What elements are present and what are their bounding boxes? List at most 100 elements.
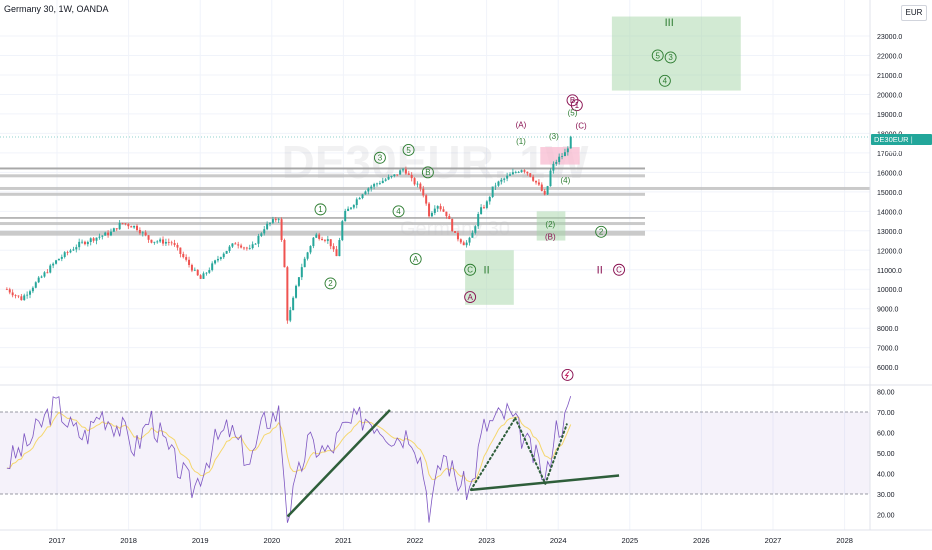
candle-body xyxy=(240,245,243,248)
horizontal-level[interactable] xyxy=(0,222,645,226)
green-zone[interactable] xyxy=(465,250,514,305)
wave-label[interactable]: (C) xyxy=(576,121,587,130)
wave-label[interactable]: (B) xyxy=(545,232,556,241)
candle-body xyxy=(124,223,127,225)
candle-body xyxy=(569,136,572,149)
candle-body xyxy=(92,238,95,241)
wave-label[interactable]: 5 xyxy=(655,51,660,60)
rsi-trendline[interactable] xyxy=(286,409,391,518)
wave-label[interactable]: (A) xyxy=(516,120,527,129)
wave-label[interactable]: A xyxy=(467,293,473,302)
currency-button[interactable]: EUR xyxy=(901,5,927,21)
rsi-axis[interactable]: 20.00 30.00 40.00 50.00 60.00 70.00 80.00 xyxy=(877,390,895,520)
candle-body xyxy=(271,219,274,223)
wave-label[interactable]: 3 xyxy=(378,154,383,163)
candle-body xyxy=(277,219,280,221)
candle-body xyxy=(399,170,402,175)
candle-body xyxy=(422,188,425,196)
candle-body xyxy=(480,207,483,214)
pink-zone[interactable] xyxy=(540,147,580,165)
candle-body xyxy=(216,258,219,261)
candle-body xyxy=(416,183,419,185)
candle-body xyxy=(159,239,162,242)
horizontal-level[interactable] xyxy=(0,230,645,236)
candle-body xyxy=(219,257,222,259)
candle-body xyxy=(162,239,165,244)
lightning-icon xyxy=(564,371,570,379)
horizontal-level[interactable] xyxy=(0,192,645,196)
wave-label[interactable]: 1 xyxy=(575,101,580,110)
candle-body xyxy=(104,232,107,236)
wave-label[interactable]: 4 xyxy=(396,207,401,216)
candle-body xyxy=(312,237,315,247)
wave-label[interactable]: 2 xyxy=(328,279,333,288)
wave-label[interactable]: A xyxy=(413,255,419,264)
rsi-dotted-trendline[interactable] xyxy=(469,417,517,491)
candle-body xyxy=(63,252,66,257)
wave-label[interactable]: 5 xyxy=(406,146,411,155)
candle-body xyxy=(514,172,517,174)
candle-body xyxy=(292,297,295,311)
candle-body xyxy=(130,226,133,228)
candle-body xyxy=(436,206,439,209)
rsi-dotted-trendline[interactable] xyxy=(544,423,568,485)
candle-body xyxy=(309,246,312,253)
rsi-dotted-trendline[interactable] xyxy=(514,417,547,485)
rsi-trendlines[interactable] xyxy=(286,409,620,518)
candle-body xyxy=(497,181,500,186)
wave-label[interactable]: C xyxy=(467,266,473,275)
chart-markers[interactable] xyxy=(561,369,574,381)
wave-label[interactable]: II xyxy=(484,265,490,277)
horizontal-level[interactable] xyxy=(0,174,645,178)
candle-body xyxy=(34,282,37,288)
wave-label[interactable]: B xyxy=(570,96,575,105)
candle-body xyxy=(474,226,477,233)
wave-label[interactable]: 4 xyxy=(663,77,668,86)
price-tick-label: 8000.0 xyxy=(877,326,899,333)
horizontal-level[interactable] xyxy=(0,186,870,190)
candle-body xyxy=(190,264,193,271)
wave-label[interactable]: 2 xyxy=(599,228,604,237)
wave-label[interactable]: (4) xyxy=(560,176,570,185)
wave-label[interactable]: III xyxy=(665,17,674,29)
candle-body xyxy=(214,260,217,264)
zones[interactable] xyxy=(465,16,741,305)
chart-title: Germany 30, 1W, OANDA xyxy=(4,4,109,14)
time-axis[interactable]: 2017 2018 2019 2020 2021 2022 2023 2024 2025 2026… xyxy=(49,536,853,545)
wave-label[interactable]: (1) xyxy=(516,137,526,146)
wave-label[interactable]: (2) xyxy=(545,220,555,229)
candle-body xyxy=(358,198,361,200)
candle-body xyxy=(297,277,300,286)
horizontal-level[interactable] xyxy=(0,167,645,170)
candle-body xyxy=(491,186,494,197)
horizontal-level[interactable] xyxy=(0,217,645,219)
event-marker[interactable] xyxy=(561,369,574,381)
green-zone[interactable] xyxy=(611,16,741,91)
candle-body xyxy=(46,272,49,274)
wave-labels[interactable]: 12345BACAII(A)(1)(3)(4)(2)(B)B1(5)(C)2II… xyxy=(314,17,677,303)
green-zone[interactable] xyxy=(536,211,566,241)
wave-label[interactable]: B xyxy=(425,168,430,177)
candle-body xyxy=(338,240,341,257)
wave-label[interactable]: (5) xyxy=(568,109,578,118)
horizontal-levels[interactable] xyxy=(0,167,870,236)
wave-label[interactable]: II xyxy=(597,265,603,277)
rsi-line xyxy=(6,395,572,523)
candle-body xyxy=(396,174,399,176)
rsi-tick-label: 40.00 xyxy=(877,472,895,479)
candle-body xyxy=(509,174,512,176)
price-tick-label: 15000.0 xyxy=(877,190,902,197)
rsi-tick-label: 50.00 xyxy=(877,451,895,458)
candle-body xyxy=(280,219,283,241)
price-tick-label: 22000.0 xyxy=(877,53,902,60)
candle-body xyxy=(384,179,387,181)
candle-body xyxy=(138,229,141,234)
candle-body xyxy=(347,208,350,211)
wave-label[interactable]: (3) xyxy=(549,132,559,141)
wave-label[interactable]: 1 xyxy=(318,205,323,214)
wave-label[interactable]: C xyxy=(616,266,622,275)
candle-body xyxy=(269,222,272,224)
candle-body xyxy=(321,238,324,241)
wave-label[interactable]: 3 xyxy=(668,53,673,62)
